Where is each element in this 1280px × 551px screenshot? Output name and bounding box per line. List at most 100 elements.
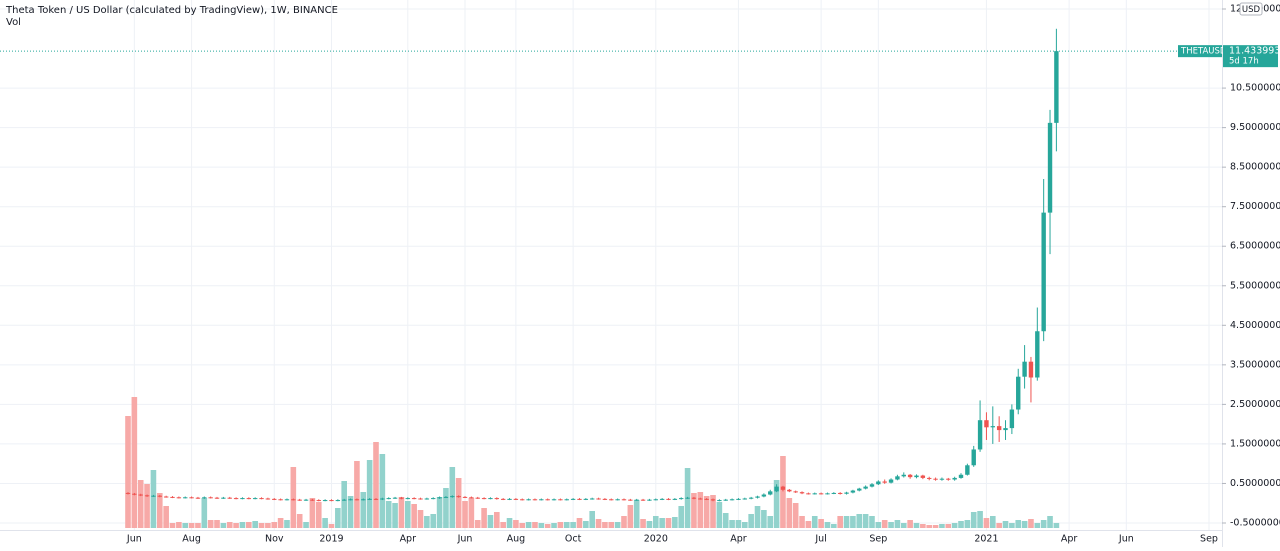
- volume-bar: [1021, 521, 1028, 528]
- candle-body: [901, 474, 906, 477]
- candle-body: [170, 496, 175, 498]
- candle-body: [1028, 361, 1034, 378]
- candle-body: [316, 500, 321, 502]
- candle-body: [704, 498, 709, 500]
- candle-body: [539, 499, 544, 501]
- candle-body: [1035, 331, 1040, 378]
- candle-body: [1016, 376, 1021, 410]
- volume-bar: [404, 501, 411, 528]
- volume-bar: [640, 519, 646, 528]
- x-tick-label: 2021: [974, 534, 998, 545]
- volume-bar: [137, 480, 144, 528]
- volume-bar: [652, 516, 659, 528]
- candle-body: [202, 497, 207, 499]
- volume-bar: [570, 522, 576, 528]
- candle-body: [1054, 51, 1059, 123]
- volume-bar: [360, 492, 367, 528]
- volume-bar: [169, 523, 176, 528]
- volume-bar: [246, 522, 252, 528]
- volume-bar: [538, 523, 545, 528]
- volume-bar: [379, 454, 386, 528]
- volume-bar: [290, 467, 297, 528]
- volume-bar: [678, 506, 685, 528]
- volume-bar: [850, 516, 856, 528]
- volume-bar: [544, 524, 551, 528]
- volume-bar: [347, 496, 354, 528]
- candle-body: [990, 426, 995, 428]
- volume-bar: [869, 516, 875, 528]
- volume-bar: [214, 520, 220, 528]
- volume-bar: [716, 502, 723, 528]
- candle-body: [163, 496, 169, 498]
- candle-body: [1009, 409, 1015, 429]
- volume-bar: [703, 496, 710, 528]
- volume-bar: [284, 520, 290, 528]
- candle-body: [577, 498, 582, 500]
- candle-body: [240, 498, 245, 500]
- volume-bar: [1040, 520, 1047, 528]
- volume-bar: [309, 498, 316, 528]
- symbol-badge: [1178, 45, 1222, 58]
- candle-body: [532, 499, 538, 501]
- y-tick-label: 5.50000000: [1230, 280, 1280, 291]
- x-tick-label: Sep: [1200, 534, 1218, 545]
- volume-bar: [831, 524, 837, 528]
- candle-body: [411, 498, 417, 500]
- volume-bar: [176, 522, 182, 528]
- candle-body: [437, 497, 442, 499]
- volume-bar: [805, 521, 812, 528]
- volume-bar: [373, 442, 379, 528]
- volume-bar: [1002, 521, 1009, 528]
- volume-bar: [691, 493, 697, 528]
- volume-bar: [913, 523, 920, 528]
- volume-bar: [481, 508, 487, 528]
- candle-body: [367, 498, 372, 500]
- volume-bar: [811, 516, 818, 528]
- volume-bar: [462, 501, 468, 528]
- candle-body: [685, 497, 690, 499]
- candle-body: [189, 497, 194, 499]
- candle-body: [965, 465, 970, 475]
- volume-bar: [996, 523, 1002, 528]
- candle-body: [443, 496, 449, 498]
- volume-bar: [239, 522, 246, 528]
- x-tick-label: Nov: [265, 534, 284, 545]
- volume-bar: [735, 520, 742, 528]
- candle-body: [818, 493, 824, 495]
- x-tick-label: Aug: [182, 534, 201, 545]
- volume-bar: [780, 456, 786, 528]
- candle-body: [755, 496, 760, 498]
- volume-label: Vol: [6, 17, 21, 28]
- candle-body: [386, 498, 391, 500]
- volume-bar: [589, 511, 595, 528]
- volume-bar: [583, 521, 589, 528]
- candle-body: [596, 498, 601, 500]
- volume-bar: [710, 495, 716, 528]
- y-tick-label: 6.50000000: [1230, 241, 1280, 252]
- volume-bar: [786, 498, 793, 528]
- volume-bar: [1015, 520, 1022, 528]
- volume-bar: [366, 460, 373, 528]
- volume-bar: [1028, 519, 1034, 528]
- candles: [125, 28, 1059, 502]
- candle-body: [1041, 212, 1046, 332]
- candle-body: [787, 489, 792, 492]
- candle-body: [405, 498, 410, 500]
- candle-body: [1003, 428, 1008, 431]
- candle-body: [278, 499, 283, 501]
- volume-bar: [233, 523, 239, 528]
- y-tick-label: -0.50000000: [1230, 518, 1280, 529]
- volume-bar: [226, 522, 233, 528]
- volume-bar: [767, 516, 774, 528]
- volume-bar: [1053, 523, 1060, 528]
- volume-bar: [843, 516, 850, 528]
- candle-body: [768, 491, 773, 495]
- candle-body: [221, 497, 226, 499]
- candle-body: [914, 475, 919, 478]
- candle-body: [710, 499, 716, 501]
- candle-body: [857, 488, 862, 491]
- x-tick-label: 2019: [319, 534, 343, 545]
- candle-body: [214, 497, 220, 499]
